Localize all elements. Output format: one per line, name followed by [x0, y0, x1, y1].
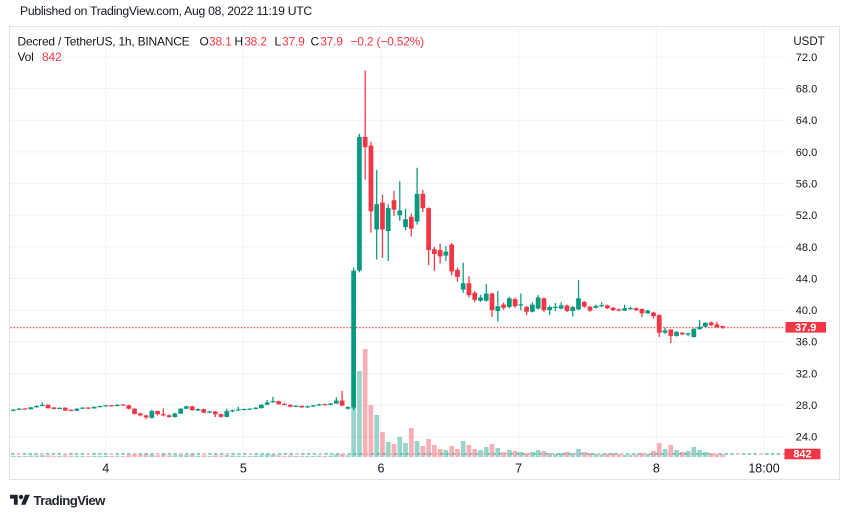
svg-text:37.9: 37.9 [282, 34, 305, 48]
svg-text:24.0: 24.0 [796, 432, 817, 444]
svg-text:L: L [275, 34, 282, 48]
svg-text:842: 842 [42, 50, 62, 64]
svg-text:38.2: 38.2 [244, 34, 267, 48]
svg-text:68.0: 68.0 [796, 84, 817, 96]
svg-text:−0.2 (−0.52%): −0.2 (−0.52%) [351, 34, 425, 48]
svg-text:64.0: 64.0 [796, 115, 817, 127]
svg-text:7: 7 [515, 462, 522, 476]
svg-text:Vol: Vol [18, 50, 34, 64]
svg-text:18:00: 18:00 [748, 462, 779, 476]
svg-text:48.0: 48.0 [796, 242, 817, 254]
svg-text:37.9: 37.9 [795, 322, 816, 334]
svg-text:C: C [311, 34, 320, 48]
svg-text:H: H [235, 34, 243, 48]
svg-text:842: 842 [793, 449, 811, 461]
svg-text:40.0: 40.0 [796, 305, 817, 317]
svg-text:Published on TradingView.com,: Published on TradingView.com, Aug 08, 20… [20, 4, 312, 18]
svg-text:28.0: 28.0 [796, 400, 817, 412]
svg-text:56.0: 56.0 [796, 179, 817, 191]
svg-text:37.9: 37.9 [320, 34, 343, 48]
svg-text:5: 5 [240, 462, 247, 476]
svg-text:32.0: 32.0 [796, 368, 817, 380]
svg-text:44.0: 44.0 [796, 273, 817, 285]
svg-text:Decred / TetherUS, 1h, BINANCE: Decred / TetherUS, 1h, BINANCE [18, 34, 190, 48]
svg-text:USDT: USDT [793, 36, 824, 48]
svg-text:4: 4 [102, 462, 109, 476]
svg-text:6: 6 [378, 462, 385, 476]
svg-text:72.0: 72.0 [796, 52, 817, 64]
svg-text:36.0: 36.0 [796, 337, 817, 349]
svg-text:TradingView: TradingView [34, 493, 107, 508]
svg-text:O: O [200, 34, 209, 48]
svg-text:52.0: 52.0 [796, 210, 817, 222]
svg-text:8: 8 [653, 462, 660, 476]
svg-text:60.0: 60.0 [796, 147, 817, 159]
svg-text:38.1: 38.1 [209, 34, 232, 48]
